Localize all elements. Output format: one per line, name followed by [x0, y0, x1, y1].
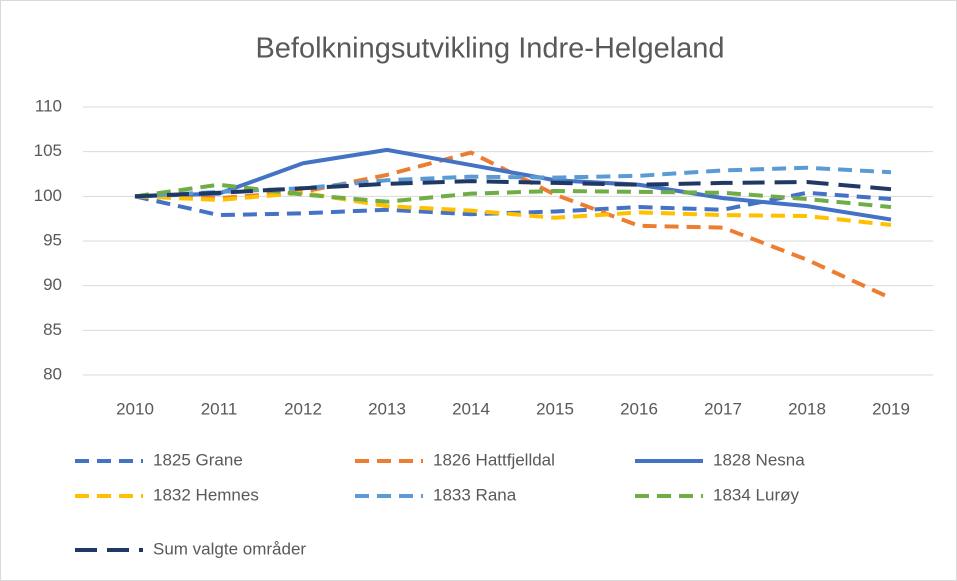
y-tick-label: 100: [34, 186, 62, 205]
x-tick-label: 2015: [536, 399, 574, 418]
legend-label: 1834 Lurøy: [713, 485, 799, 504]
legend-label: 1828 Nesna: [713, 450, 805, 469]
y-tick-label: 95: [43, 230, 62, 249]
x-tick-label: 2013: [368, 399, 406, 418]
legend-label: Sum valgte områder: [153, 539, 306, 558]
x-tick-label: 2010: [116, 399, 154, 418]
y-tick-label: 90: [43, 275, 62, 294]
legend-label: 1825 Grane: [153, 450, 243, 469]
x-tick-label: 2014: [452, 399, 490, 418]
x-tick-label: 2018: [788, 399, 826, 418]
series-line: [134, 165, 892, 199]
x-tick-label: 2011: [201, 399, 238, 418]
x-tick-label: 2019: [872, 399, 910, 418]
series-line: [134, 182, 892, 210]
series-line: [134, 147, 892, 222]
x-tick-label: 2017: [704, 399, 742, 418]
chart-title: Befolkningsutvikling Indre-Helgeland: [255, 33, 724, 65]
legend-label: 1833 Rana: [433, 485, 517, 504]
y-tick-label: 80: [43, 364, 62, 383]
x-tick-label: 2016: [620, 399, 658, 418]
x-tick-label: 2012: [284, 399, 322, 418]
legend-label: 1832 Hemnes: [153, 485, 259, 504]
y-tick-label: 105: [34, 141, 62, 160]
y-tick-label: 85: [43, 320, 62, 339]
series-line: [134, 190, 892, 227]
legend-label: 1826 Hattfjelldal: [433, 450, 555, 469]
y-tick-label: 110: [35, 96, 62, 115]
